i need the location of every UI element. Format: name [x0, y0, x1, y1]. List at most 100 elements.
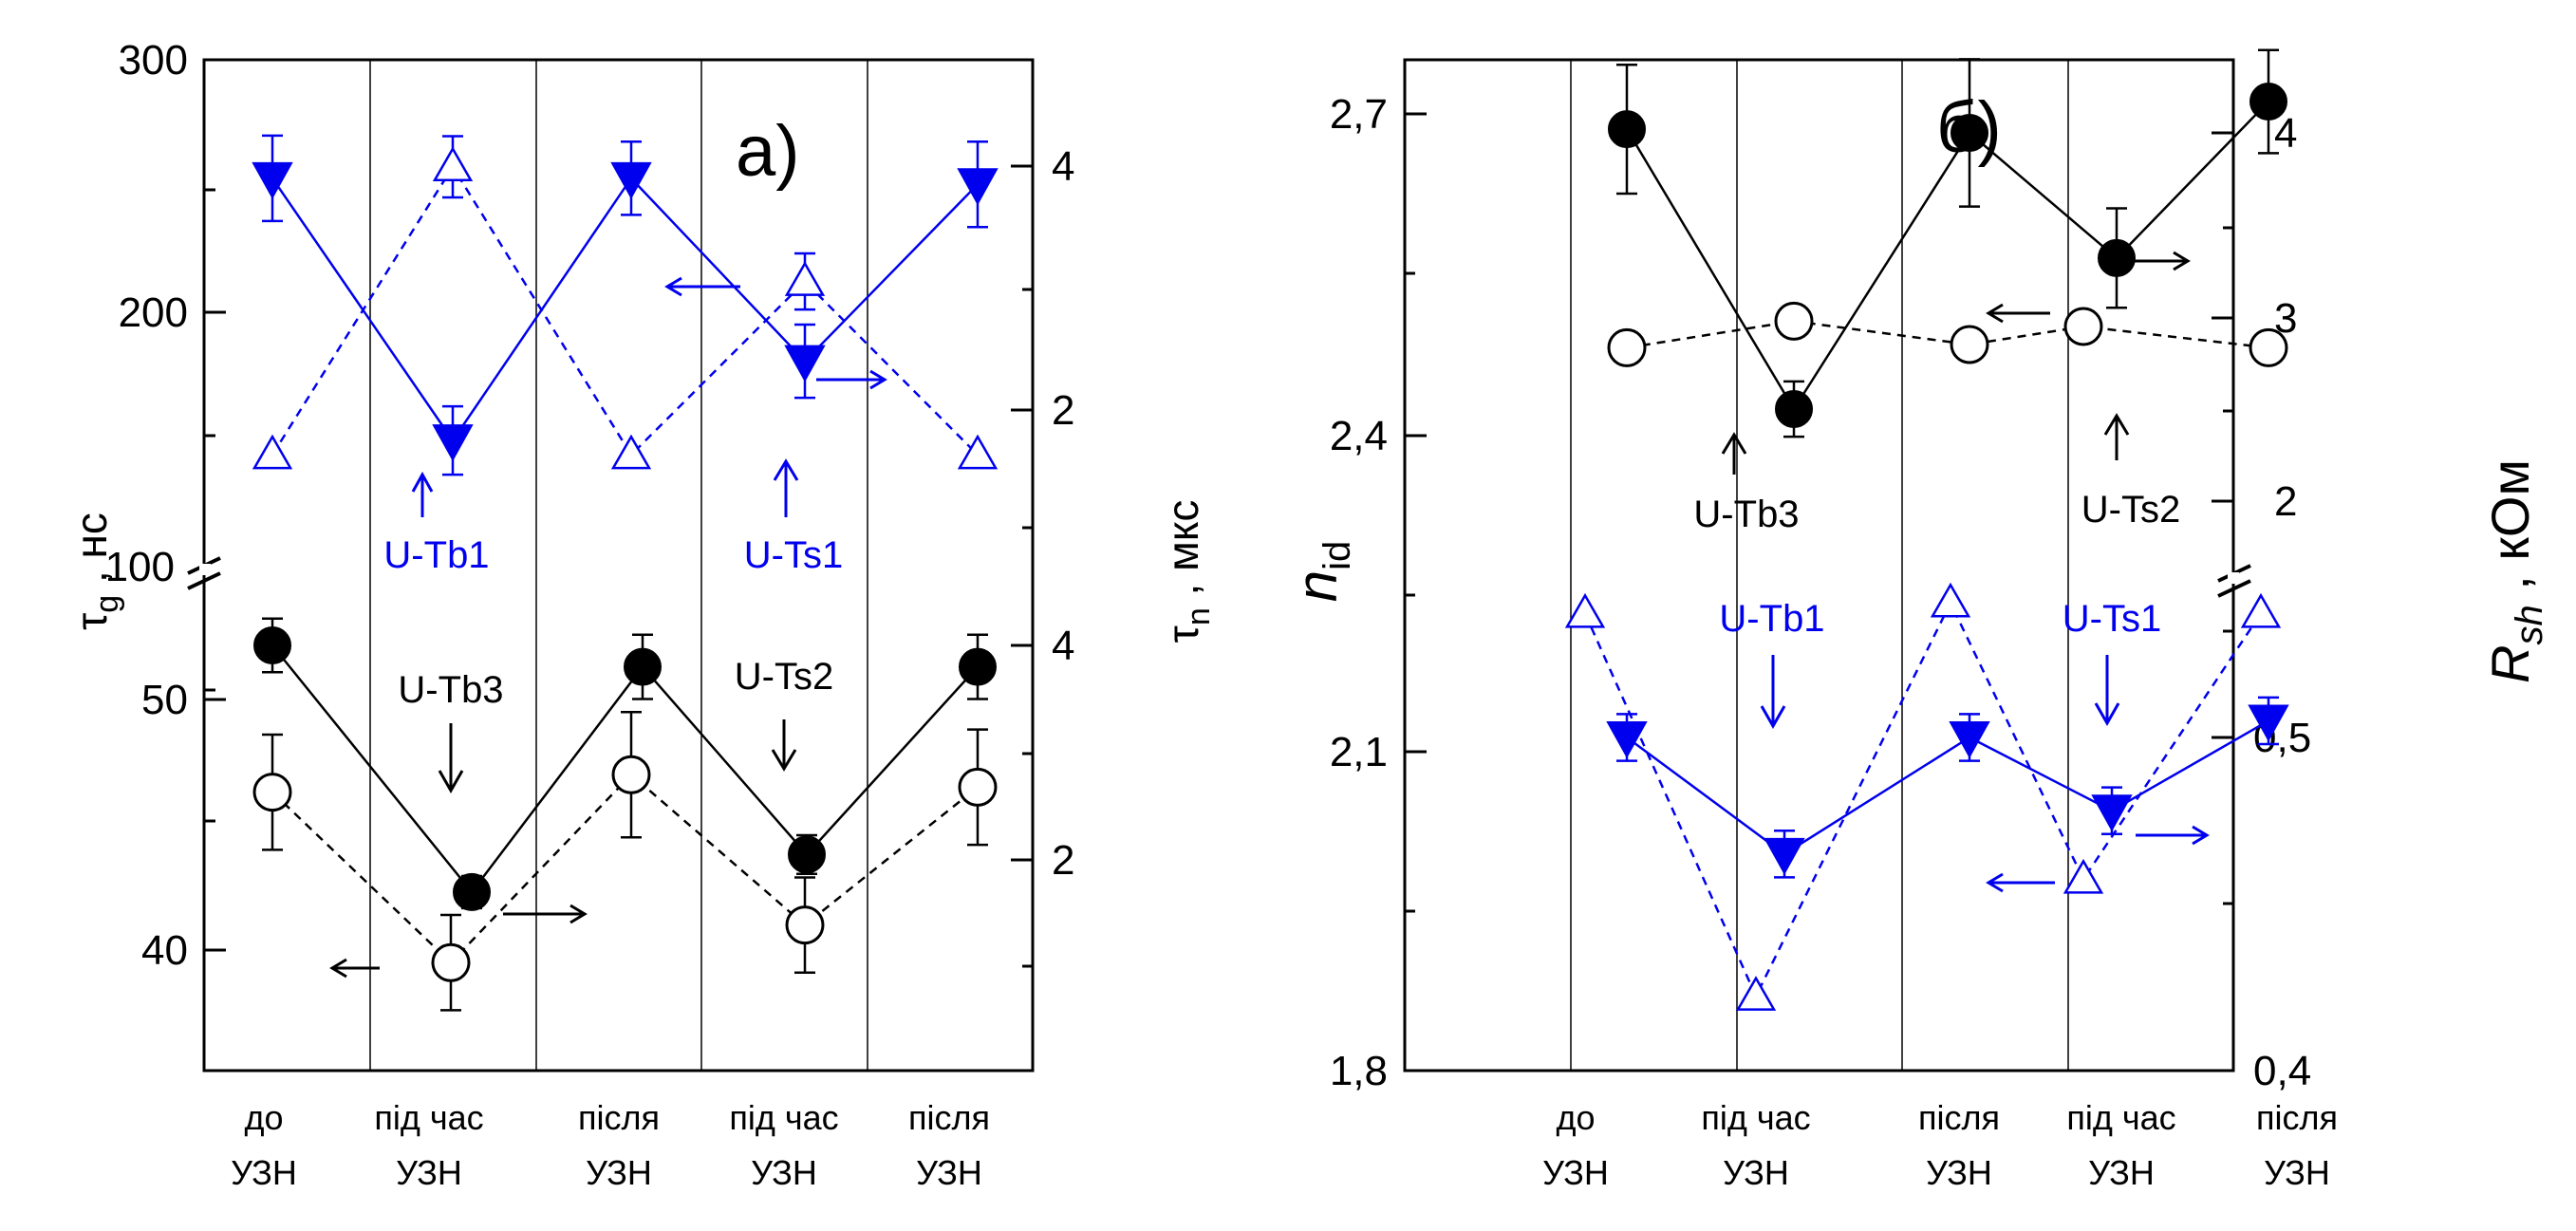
data-point [1764, 837, 1805, 875]
right-tick-label: 4 [1052, 623, 1074, 669]
left-tick-label: 200 [119, 289, 188, 336]
left-tick-label: 2,1 [1330, 729, 1388, 775]
annotation-arrows [1721, 251, 2210, 893]
annotation-label: U-Tb3 [1693, 494, 1799, 535]
data-point [252, 161, 293, 199]
data-point [252, 773, 292, 812]
plot-frame [202, 58, 1035, 1072]
annotation-label: U-Tb1 [1719, 598, 1824, 640]
arrow-down-icon [438, 723, 464, 794]
x-category-label: після [2256, 1098, 2338, 1137]
arrow-left-icon [664, 276, 740, 297]
left-tick-label: 2,4 [1330, 413, 1388, 459]
data-point [958, 767, 998, 807]
arrow-up-icon [773, 458, 799, 517]
plot-frame [1403, 58, 2235, 1072]
data-point [2091, 794, 2133, 832]
data-point [610, 434, 652, 470]
right-ticks [2212, 131, 2233, 1072]
data-point [431, 942, 471, 982]
x-category-label: під час [1701, 1098, 1810, 1137]
right-tick-label: 2 [1052, 387, 1074, 434]
panel-label: а) [736, 111, 800, 192]
right-tick-label: 2 [2274, 478, 2297, 525]
data-point [432, 424, 474, 462]
panel-a-series [252, 134, 999, 1012]
arrow-up-icon [1721, 432, 1747, 475]
right-axis-title: τn , мкс [1158, 500, 1217, 643]
data-point [1774, 301, 1814, 341]
series-line [271, 773, 979, 964]
panel-a: 300 200 100 50 40 4 2 4 2 до УЗН під час… [66, 37, 1217, 1192]
right-tick-label: 4 [1052, 143, 1074, 190]
arrow-up-icon [2103, 413, 2130, 460]
x-category-label: до [1556, 1098, 1595, 1137]
panel-b-series [1564, 48, 2289, 1011]
arrow-left-icon [1986, 303, 2050, 324]
data-point [1606, 721, 1648, 759]
data-point [1607, 327, 1647, 367]
data-point [785, 905, 825, 945]
data-point [253, 626, 291, 664]
x-category-label: після [578, 1098, 660, 1137]
annotation-label: U-Ts1 [2063, 598, 2161, 640]
annotation-label: U-Ts2 [735, 656, 833, 698]
x-category-label: під час [2066, 1098, 2175, 1137]
x-category-label: УЗН [231, 1153, 297, 1192]
data-point [957, 434, 999, 470]
data-point [959, 647, 997, 686]
data-point [2063, 307, 2103, 346]
data-point [788, 835, 826, 874]
data-point [610, 161, 652, 199]
series-line [271, 176, 979, 443]
x-category-label: до [244, 1098, 283, 1137]
data-point [784, 261, 826, 296]
right-ticks [1011, 164, 1033, 968]
arrow-right-icon [503, 904, 588, 924]
x-category-label: під час [374, 1098, 483, 1137]
left-tick-label: 1,8 [1330, 1048, 1388, 1094]
data-point [453, 872, 491, 911]
data-point [957, 168, 999, 206]
right-tick-label: 2 [1052, 837, 1074, 884]
left-tick-label: 40 [141, 927, 188, 974]
x-category-label: УЗН [751, 1153, 817, 1192]
column-separators [369, 60, 868, 1071]
x-category-label: після [1918, 1098, 2000, 1137]
arrow-up-icon [411, 471, 434, 517]
annotation-label: U-Ts1 [744, 534, 843, 576]
x-category-label: УЗН [1542, 1153, 1609, 1192]
left-tick-label: 300 [119, 37, 188, 84]
data-point [624, 647, 662, 686]
x-category-label: під час [729, 1098, 838, 1137]
panel-b: 2,7 2,4 2,1 1,8 4 3 2 0,5 0,4 до УЗН під… [1285, 48, 2550, 1192]
series-line [1626, 320, 2269, 349]
data-point [1735, 976, 1777, 1011]
data-point [1950, 325, 1989, 364]
arrow-down-icon [1760, 655, 1786, 730]
data-point [2249, 327, 2288, 367]
series-line [1583, 600, 2263, 999]
x-category-label: УЗН [916, 1153, 982, 1192]
data-point [2249, 83, 2287, 121]
data-point [1951, 114, 1988, 152]
left-tick-label: 50 [141, 677, 188, 723]
series-line [271, 164, 979, 457]
data-point [1608, 110, 1646, 149]
data-point [611, 755, 651, 794]
arrow-left-icon [329, 958, 380, 979]
x-category-label: УЗН [1926, 1153, 1992, 1192]
left-tick-label: 100 [105, 544, 175, 590]
arrow-down-icon [771, 719, 797, 772]
data-point [2248, 704, 2289, 742]
data-point [784, 345, 826, 382]
data-point [2063, 858, 2104, 894]
left-axis-title: τg , нс [66, 513, 125, 630]
x-category-label: УЗН [396, 1153, 462, 1192]
annotation-label: U-Tb1 [383, 534, 489, 576]
arrow-right-icon [2136, 825, 2210, 846]
data-point [1775, 390, 1813, 428]
left-ticks [204, 58, 226, 952]
data-point [1930, 582, 1971, 618]
